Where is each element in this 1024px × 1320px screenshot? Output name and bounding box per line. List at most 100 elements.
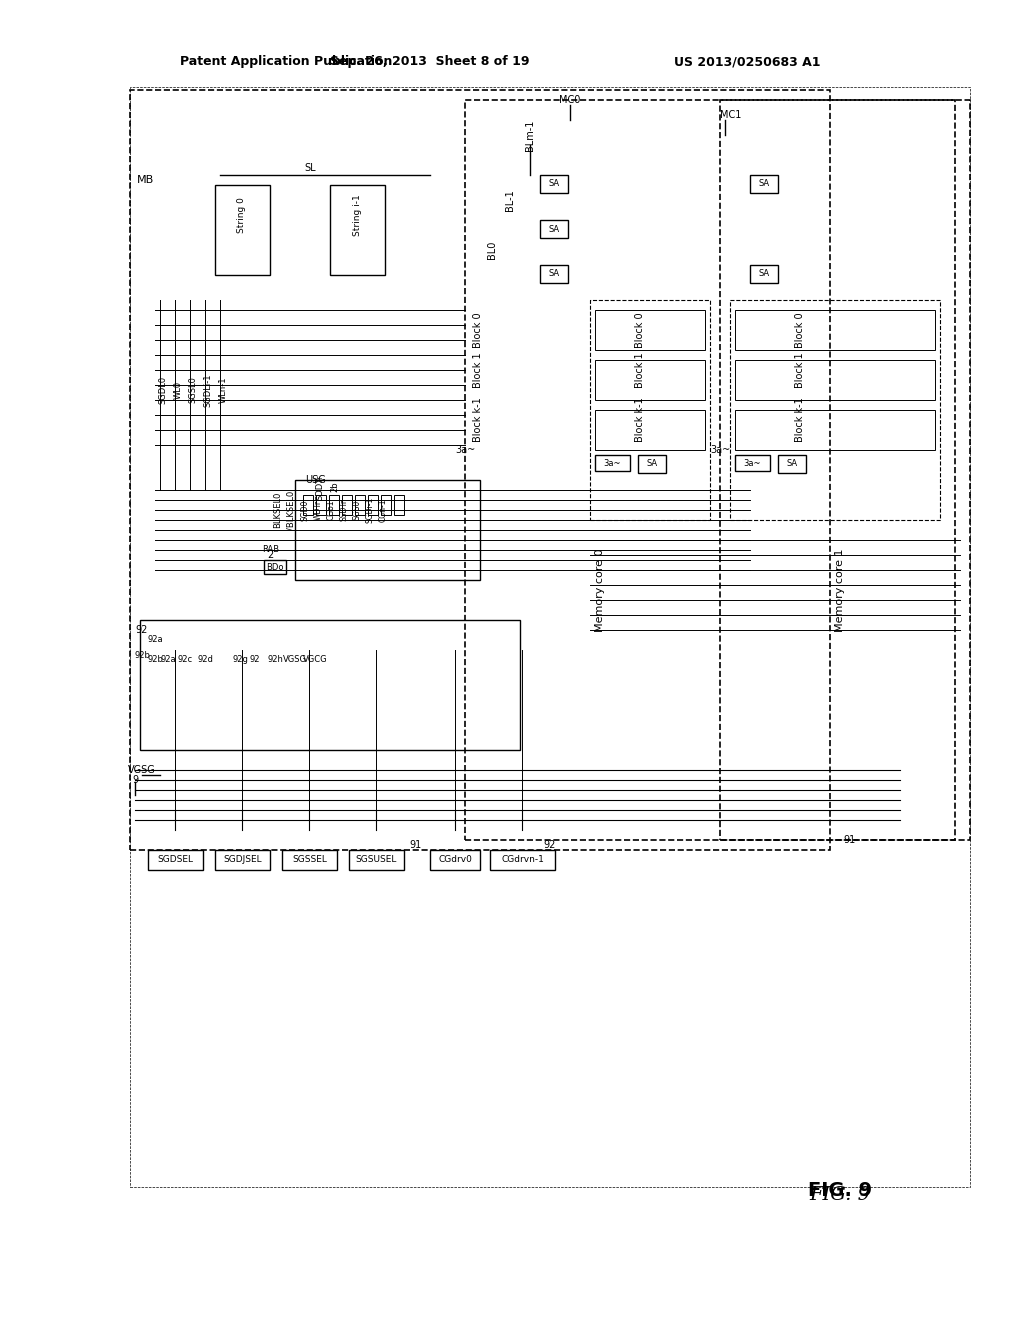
Text: MC0: MC0 (559, 95, 581, 106)
Text: USG: USG (305, 475, 326, 484)
Bar (329, 495, 339, 515)
Text: SGDL0: SGDL0 (159, 376, 168, 404)
Bar (381, 495, 391, 515)
Text: 3a~: 3a~ (710, 445, 730, 455)
Bar (130, 87, 970, 1187)
Text: BL0: BL0 (487, 240, 497, 259)
Bar (368, 495, 378, 515)
Text: BLKSEL0: BLKSEL0 (273, 492, 283, 528)
Bar (490, 850, 555, 870)
Text: 2b: 2b (331, 482, 340, 492)
Text: String i-1: String i-1 (352, 194, 361, 236)
Bar (330, 185, 385, 275)
Text: VGSG: VGSG (283, 656, 307, 664)
Bar (394, 495, 404, 515)
Text: SGDLi-1: SGDLi-1 (204, 374, 213, 407)
Bar (735, 455, 770, 471)
Bar (430, 850, 480, 870)
Text: 3a~: 3a~ (455, 445, 475, 455)
Text: Block 1: Block 1 (473, 352, 483, 388)
Text: String 0: String 0 (238, 197, 247, 232)
Text: Block k-1: Block k-1 (635, 397, 645, 442)
Text: Block 1: Block 1 (795, 352, 805, 388)
Bar (316, 495, 326, 515)
Text: SL: SL (304, 162, 315, 173)
Text: SA: SA (786, 459, 798, 469)
Text: Memory core 0: Memory core 0 (595, 548, 605, 632)
Text: SA: SA (759, 180, 770, 189)
Text: WLn-1: WLn-1 (218, 376, 227, 403)
Bar (778, 455, 806, 473)
Text: SGSUSEL: SGSUSEL (355, 855, 397, 865)
Text: 92a: 92a (160, 656, 176, 664)
Text: Block 0: Block 0 (795, 313, 805, 347)
Text: US 2013/0250683 A1: US 2013/0250683 A1 (674, 55, 820, 69)
Text: MC1: MC1 (720, 110, 741, 120)
Text: 92: 92 (250, 656, 260, 664)
Text: CGdrvn-1: CGdrvn-1 (501, 855, 544, 865)
Text: SA: SA (549, 269, 559, 279)
Text: BLm-1: BLm-1 (525, 119, 535, 150)
Text: FIG. 9: FIG. 9 (810, 1185, 870, 1204)
Bar (540, 220, 568, 238)
Bar (540, 265, 568, 282)
Bar (215, 185, 270, 275)
Bar (595, 411, 705, 450)
Bar (264, 560, 286, 574)
Text: 2: 2 (267, 550, 273, 560)
Bar (735, 360, 935, 400)
Bar (750, 176, 778, 193)
Text: Block 0: Block 0 (635, 313, 645, 347)
Text: Memory core 1: Memory core 1 (835, 548, 845, 632)
Text: 92g: 92g (232, 656, 248, 664)
Text: Block 1: Block 1 (635, 352, 645, 388)
Bar (735, 411, 935, 450)
Text: SDDTr: SDDTr (315, 474, 325, 500)
Bar (720, 100, 970, 840)
Text: CGdrv0: CGdrv0 (438, 855, 472, 865)
Bar (295, 480, 480, 579)
Text: CGo1: CGo1 (327, 500, 336, 520)
Text: SGDSEL: SGDSEL (158, 855, 194, 865)
Text: 92b: 92b (147, 656, 163, 664)
Bar (730, 300, 940, 520)
Bar (342, 495, 352, 515)
Text: 92c: 92c (177, 656, 193, 664)
Bar (465, 100, 955, 840)
Text: 92: 92 (136, 624, 148, 635)
Text: 92b: 92b (134, 651, 150, 660)
Text: WL0: WL0 (173, 381, 182, 399)
Bar (215, 850, 270, 870)
Bar (540, 176, 568, 193)
Text: RAB: RAB (262, 545, 280, 554)
Text: 9: 9 (132, 775, 138, 785)
Text: SSDTr: SSDTr (340, 499, 348, 521)
Text: Block k-1: Block k-1 (795, 397, 805, 442)
Text: MB: MB (137, 176, 155, 185)
Text: SA: SA (759, 269, 770, 279)
Text: SGSL0: SGSL0 (188, 376, 198, 404)
Text: 92a: 92a (147, 635, 163, 644)
Bar (590, 300, 710, 520)
Text: 91: 91 (844, 836, 856, 845)
Bar (303, 495, 313, 515)
Bar (140, 620, 520, 750)
Bar (148, 850, 203, 870)
Text: Block 0: Block 0 (473, 313, 483, 347)
Text: SGS0: SGS0 (352, 500, 361, 520)
Text: BL-1: BL-1 (505, 189, 515, 211)
Bar (638, 455, 666, 473)
Text: VGSG: VGSG (128, 766, 156, 775)
Text: WDTr: WDTr (313, 500, 323, 520)
Bar (750, 265, 778, 282)
Text: VGCG: VGCG (303, 656, 328, 664)
Text: CGn-1: CGn-1 (379, 498, 387, 521)
Text: 91: 91 (409, 840, 421, 850)
Text: 3a~: 3a~ (603, 458, 621, 467)
Bar (282, 850, 337, 870)
Bar (130, 90, 830, 850)
Text: Block k-1: Block k-1 (473, 397, 483, 442)
Text: 92h: 92h (267, 656, 283, 664)
Text: SGDi-1: SGDi-1 (366, 496, 375, 523)
Text: SGSSEL: SGSSEL (292, 855, 327, 865)
